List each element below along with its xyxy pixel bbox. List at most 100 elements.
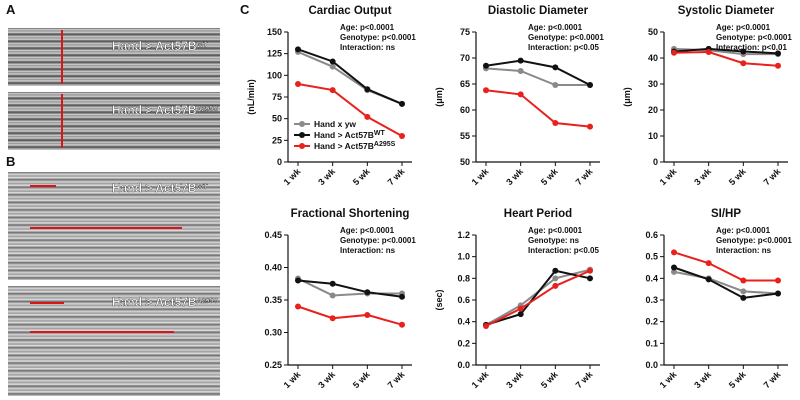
legend-label: Hand > Act57BA295S xyxy=(314,141,396,152)
y-tick-label: 0.2 xyxy=(457,338,470,348)
x-tick-label: 1 wk xyxy=(470,166,492,188)
point xyxy=(399,293,405,300)
chart-title: Diastolic Diameter xyxy=(488,5,589,17)
x-tick-label: 7 wk xyxy=(386,166,408,188)
x-tick-label: 1 wk xyxy=(658,166,680,188)
x-tick-label: 7 wk xyxy=(386,369,408,391)
panel-label: A xyxy=(6,2,16,17)
y-tick-label: 0.25 xyxy=(264,360,282,370)
point xyxy=(671,264,677,271)
y-tick-label: 70 xyxy=(460,53,470,63)
annotation: Genotype: p<0.0001 xyxy=(528,33,604,42)
y-tick-label: 0.1 xyxy=(645,338,658,348)
series-line xyxy=(485,269,591,327)
x-tick-label: 1 wk xyxy=(658,369,680,391)
y-tick-label: 75 xyxy=(460,27,470,37)
legend-label: Hand > Act57BWT xyxy=(314,130,386,141)
series-line xyxy=(485,59,591,86)
point xyxy=(329,63,336,70)
x-tick-label: 3 wk xyxy=(692,369,714,391)
series-line xyxy=(297,48,403,105)
point xyxy=(295,277,301,284)
point xyxy=(329,292,336,299)
chart-title: Fractional Shortening xyxy=(291,208,410,220)
annotation: Genotype: ns xyxy=(528,236,580,245)
y-tick-label: 60 xyxy=(460,105,470,115)
x-tick-label: 3 wk xyxy=(316,166,338,188)
y-tick-label: 0.45 xyxy=(264,230,282,240)
point xyxy=(552,64,559,71)
x-tick-label: 1 wk xyxy=(282,166,304,188)
point xyxy=(483,323,489,329)
chart-title: SI/HP xyxy=(711,208,741,220)
y-tick-label: 0.0 xyxy=(645,360,658,370)
y-tick-label: 150 xyxy=(267,27,282,37)
series-line xyxy=(673,251,778,282)
point xyxy=(329,280,336,287)
chart-title: Heart Period xyxy=(504,208,572,220)
legend-label-base: Hand > Act57B xyxy=(314,130,374,140)
point xyxy=(552,282,559,289)
legend-label-base: Hand > Act57B xyxy=(314,141,374,151)
y-tick-label: 50 xyxy=(272,114,282,124)
point xyxy=(671,249,677,256)
annotation: Interaction: ns xyxy=(340,43,396,52)
x-tick-label: 1 wk xyxy=(470,369,492,391)
y-tick-label: 0.0 xyxy=(457,360,470,370)
point xyxy=(775,62,781,69)
point xyxy=(705,276,712,283)
image-label-base: Hand > Act57B xyxy=(112,295,197,309)
x-tick-label: 5 wk xyxy=(727,166,749,188)
point xyxy=(517,305,524,312)
m-mode-image xyxy=(8,28,220,86)
point xyxy=(517,91,524,98)
point xyxy=(740,60,747,67)
annotation: Genotype: p<0.0001 xyxy=(716,236,792,245)
image-label: Hand > Act57BA295S xyxy=(112,295,218,309)
point xyxy=(775,50,781,57)
image-label: Hand > Act57BA295S xyxy=(112,103,218,117)
series-line xyxy=(673,47,779,55)
image-label-base: Hand > Act57B xyxy=(112,39,197,53)
point xyxy=(740,277,747,284)
annotation: Interaction: ns xyxy=(340,246,396,255)
y-tick-label: 0 xyxy=(653,157,658,167)
annotation: Interaction: p<0.05 xyxy=(528,246,599,255)
point xyxy=(295,81,301,87)
annotation: Age: p<0.0001 xyxy=(528,226,583,235)
annotation: Age: p<0.0001 xyxy=(340,226,395,235)
x-tick-label: 7 wk xyxy=(574,166,596,188)
y-tick-label: 20 xyxy=(648,105,658,115)
y-tick-label: 1.0 xyxy=(457,252,470,262)
point xyxy=(552,275,559,282)
y-tick-label: 75 xyxy=(272,92,282,102)
point xyxy=(517,311,524,318)
annotation: Genotype: p<0.0001 xyxy=(716,33,792,42)
point xyxy=(517,68,524,74)
y-tick-label: 0.35 xyxy=(264,295,282,305)
point xyxy=(671,49,677,56)
y-tick-label: 40 xyxy=(648,53,658,63)
m-mode-image xyxy=(8,286,220,396)
image-label-base: Hand > Act57B xyxy=(112,103,197,117)
point xyxy=(705,260,712,267)
y-tick-label: 125 xyxy=(267,49,282,59)
point xyxy=(552,120,559,126)
y-tick-label: 0.40 xyxy=(264,263,282,273)
annotation: Genotype: p<0.0001 xyxy=(340,236,416,245)
point xyxy=(587,123,593,130)
y-tick-label: 50 xyxy=(648,27,658,37)
y-axis-label: (nL/min) xyxy=(246,79,256,115)
image-label-base: Hand > Act57B xyxy=(112,181,197,195)
x-tick-label: 5 wk xyxy=(727,369,749,391)
image-label-sup: A295S xyxy=(197,298,219,305)
x-tick-label: 5 wk xyxy=(539,369,561,391)
y-tick-label: 0.8 xyxy=(457,273,470,283)
y-tick-label: 0.3 xyxy=(645,295,658,305)
point xyxy=(329,87,336,94)
y-tick-label: 65 xyxy=(460,79,470,89)
point xyxy=(399,321,405,328)
y-axis-label: (μm) xyxy=(622,87,632,107)
y-tick-label: 10 xyxy=(648,131,658,141)
